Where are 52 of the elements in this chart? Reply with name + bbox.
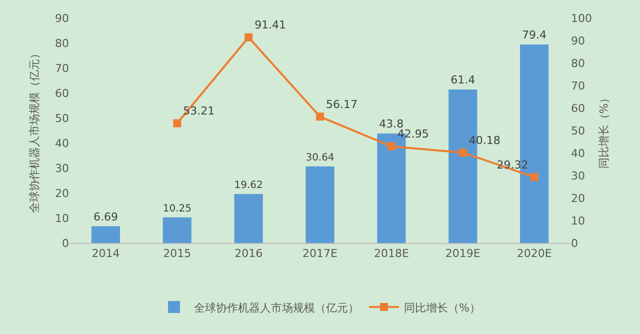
y-tick-label: 90 <box>55 12 69 25</box>
y2-tick-label: 20 <box>571 192 585 205</box>
x-tick-label: 2018E <box>374 247 409 260</box>
point <box>530 173 538 182</box>
y-tick-label: 60 <box>55 86 69 100</box>
x-tick-label: 2019E <box>445 247 480 260</box>
y2-tick-label: 100 <box>571 12 592 25</box>
y-axis-title: 全球协作机器人市场规模（亿元） <box>28 48 41 213</box>
y-tick-label: 50 <box>55 112 69 125</box>
y2-tick-label: 10 <box>571 214 585 228</box>
y2-tick-label: 80 <box>571 56 585 70</box>
data-label: 42.95 <box>397 128 429 141</box>
point <box>316 112 324 121</box>
data-label: 30.64 <box>306 152 334 164</box>
x-tick-label: 2015 <box>163 247 192 260</box>
y-tick-label: 80 <box>55 36 69 50</box>
data-label: 91.41 <box>254 18 286 32</box>
data-label: 56.17 <box>326 98 358 111</box>
y2-tick-label: 50 <box>571 124 585 138</box>
legend-label: 全球协作机器人市场规模（亿元） <box>194 301 359 314</box>
point <box>387 142 396 150</box>
bar <box>234 194 263 243</box>
bar <box>306 166 334 243</box>
x-tick-label: 2016 <box>234 247 263 260</box>
bar <box>162 217 192 243</box>
data-label: 6.69 <box>93 210 118 224</box>
y2-tick-label: 40 <box>571 146 585 160</box>
data-label: 79.4 <box>522 28 547 42</box>
y-tick-label: 40 <box>55 136 69 150</box>
bar <box>91 226 120 243</box>
data-label: 19.62 <box>234 180 263 192</box>
y-tick-label: 30 <box>55 162 69 175</box>
x-tick-label: 2014 <box>92 247 120 260</box>
x-tick-label: 2020E <box>516 247 552 260</box>
y2-tick-label: 90 <box>571 34 585 48</box>
y-tick-label: 10 <box>55 212 69 225</box>
point <box>458 148 467 157</box>
y2-tick-label: 70 <box>571 79 585 92</box>
data-label: 43.8 <box>379 118 404 130</box>
data-label: 10.25 <box>162 204 192 215</box>
y-tick-label: 0 <box>62 236 69 250</box>
y2-tick-label: 0 <box>571 236 578 250</box>
y2-axis-title: 同比增长（%） <box>598 92 610 169</box>
legend-label: 同比增长（%） <box>404 301 480 314</box>
y2-tick-label: 60 <box>571 102 585 115</box>
y-tick-label: 20 <box>55 186 69 200</box>
y2-tick-label: 30 <box>571 169 585 182</box>
x-tick-label: 2017E <box>302 247 338 260</box>
y-tick-label: 70 <box>55 62 69 75</box>
data-label: 61.4 <box>450 74 476 86</box>
point <box>244 33 253 42</box>
point <box>173 119 182 128</box>
